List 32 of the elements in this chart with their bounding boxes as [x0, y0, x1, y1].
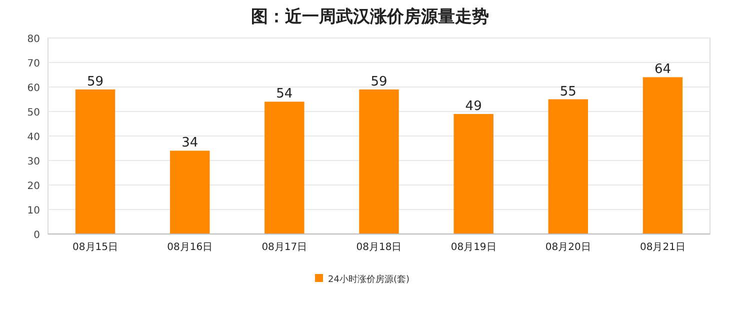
bar	[642, 77, 683, 234]
y-tick-label: 30	[27, 156, 40, 168]
y-tick-label: 20	[27, 181, 40, 192]
data-label: 59	[370, 74, 388, 90]
bar	[454, 114, 494, 234]
bar	[264, 102, 304, 234]
y-tick-label: 40	[27, 132, 40, 143]
data-label: 64	[654, 62, 671, 78]
x-tick-label: 08月19日	[450, 242, 496, 253]
y-tick-label: 10	[27, 206, 40, 216]
x-tick-label: 08月16日	[167, 242, 213, 253]
legend-label: 24小时涨价房源(套)	[328, 274, 410, 285]
bar	[359, 89, 399, 234]
x-tick-label: 08月20日	[545, 242, 591, 253]
data-label: 49	[465, 98, 482, 114]
data-label: 55	[560, 84, 576, 100]
bar	[170, 150, 210, 234]
x-tick-label: 08月18日	[356, 242, 402, 253]
bar	[548, 99, 588, 234]
y-tick-label: 0	[34, 230, 40, 241]
x-tick-label: 08月15日	[72, 242, 118, 253]
x-tick-label: 08月21日	[640, 242, 686, 253]
chart-title: 图：近一周武汉涨价房源量走势	[251, 7, 489, 27]
bar	[75, 89, 116, 234]
x-tick-label: 08月17日	[262, 242, 308, 253]
data-label: 54	[276, 86, 293, 102]
y-tick-label: 50	[27, 108, 40, 118]
y-tick-label: 80	[27, 34, 40, 45]
y-tick-label: 70	[27, 58, 40, 70]
data-label: 34	[182, 136, 198, 151]
data-label: 59	[87, 74, 104, 90]
y-tick-label: 60	[27, 83, 40, 94]
